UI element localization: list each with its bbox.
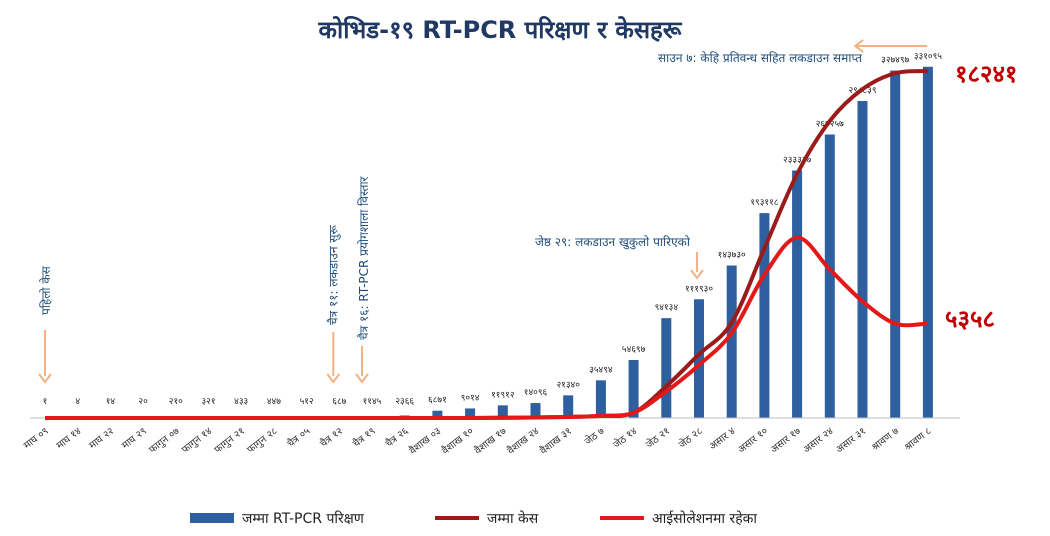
bar-data-label: ५४६९७ [622,345,646,355]
bar-data-label: ४ [75,397,80,407]
end-label-total-cases: १८२४१ [955,60,1017,88]
bar-data-label: २१३४० [556,380,580,390]
bar [628,359,639,418]
bar [792,170,803,418]
bar-data-label: ५१२ [300,397,314,407]
legend-item-tests-swatch [190,513,234,523]
annotation-first-case: पहिलो केस [39,265,53,315]
bar-data-label: १४३७३० [718,251,746,261]
chart-title: कोभिड-१९ RT-PCR परिक्षण र केसहरू [318,16,683,44]
x-tick-label: फागुन २८ [245,426,279,456]
x-tick-label: माघ १४ [55,426,84,452]
bar-data-label: ९४१३४ [655,303,679,313]
arrow-lockdown-end-head [853,39,864,53]
bar-data-label: ६८७ [332,397,346,407]
x-tick-group: माघ ०९ माघ १४ माघ २२ माघ २९फागुन ०७फागुन १४… [22,425,934,457]
line-group [45,69,929,421]
x-tick-label: वैशाख २४ [505,425,541,457]
annotation-group: पहिलो केस चैत्र ११: लकडाउन सुरू चैत्र १६: … [38,39,928,384]
x-tick-label: वैशाख ०३ [407,425,443,457]
bar [726,265,737,418]
bar [465,408,476,418]
x-tick-label: जेठ १४ [611,425,640,451]
x-tick-label: चैत्र १९ [350,425,377,450]
x-tick-label: असार २४ [802,426,836,456]
x-tick-label: असार १० [736,426,770,456]
bar-data-label: २१० [169,397,183,407]
x-tick-label: फागुन १४ [180,426,214,456]
x-tick-label: श्रावण ८ [903,426,934,454]
bar-data-label: २३६६ [395,397,414,407]
bar [857,100,868,419]
arrow-lab-expansion-head [355,373,369,384]
bar-data-label: ३२७४९७ [881,56,909,66]
bar-data-label: ४४७ [267,397,281,407]
bar [694,299,704,418]
bar-data-label: ४३३ [234,397,248,407]
bar-data-label: १४०९६ [524,388,548,398]
bar [432,410,443,418]
x-tick-label: जेठ ७ [582,425,606,448]
line-isolation [45,235,929,421]
annotation-lockdown-end: साउन ७: केहि प्रतिवन्ध सहित लकडाउन समाप्… [658,51,863,65]
legend-item-isolation-label: आईसोलेशनमा रहेका [652,510,757,527]
bar-data-label: ९०१४ [461,393,480,403]
bar [890,70,901,419]
x-tick-label: फागुन ०७ [147,426,181,456]
bar-data-label: ११४५ [363,397,382,407]
annotation-lab-expansion: चैत्र १६: RT-PCR प्रयोगशाला विस्तार [357,175,371,340]
arrow-lockdown-eased-head [690,269,704,280]
bar-data-label: ३२१ [201,397,215,407]
x-tick-label: असार १७ [769,426,803,456]
bar [759,213,770,418]
bar [563,395,574,418]
x-tick-label: जेठ २८ [676,425,705,451]
bar [595,380,606,418]
arrow-lockdown-start-head [326,373,341,384]
x-tick-label: वैशाख १० [440,425,476,457]
bar-label-group: १ ४ १४ २० २१० ३२१ ४३३ ४४७ ५१२ ६८७ ११४५ २३६६ ६८७१ ९०१४… [43,52,943,407]
bar-data-label: २६७२५७ [816,119,844,129]
x-tick-label: फागुन २१ [213,426,247,456]
bar-data-label: ३५४९४ [589,365,613,375]
bar-data-label: १११९३० [685,284,713,294]
legend: जम्मा RT-PCR परिक्षण जम्मा केस आईसोलेशनमा … [190,510,757,527]
x-tick-label: चैत्र ०५ [285,425,312,450]
bar-data-label: २० [138,397,148,407]
x-tick-label: चैत्र १२ [318,425,345,450]
annotation-lockdown-eased: जेष्ठ २९: लकडाउन खुकुलो पारिएको [535,235,691,250]
x-tick-label: जेठ २१ [644,425,673,451]
bar-group [40,66,933,419]
bar [824,134,835,418]
end-label-isolation: ५३५८ [945,305,995,333]
x-tick-label: असार ३१ [834,426,868,456]
bar-data-label: ३३१०९५ [914,52,942,62]
x-tick-label: चैत्र २६ [383,425,410,450]
x-tick-label: माघ २२ [87,426,116,452]
bar-data-label: १ [43,397,48,407]
bar [530,403,541,418]
annotation-lockdown-start: चैत्र ११: लकडाउन सुरू [326,225,341,325]
bar [497,405,508,418]
x-tick-label: वैशाख १७ [472,425,508,457]
legend-item-total-cases-label: जम्मा केस [487,510,539,527]
bar-data-label: १४ [106,397,116,407]
bar-data-label: ६८७१ [428,396,447,406]
x-tick-label: माघ २९ [120,426,149,452]
x-tick-label: असार ४ [708,426,738,453]
bar-data-label: २३३३२७ [783,155,811,165]
x-tick-label: वैशाख ३१ [538,425,574,457]
bar-data-label: ११९१२ [491,390,515,400]
x-tick-label: श्रावण ७ [870,426,901,454]
bar-data-label: १९३११८ [750,198,778,208]
arrow-first-case-head [38,373,52,384]
bar [661,318,672,418]
bar [922,66,933,418]
x-tick-label: माघ ०९ [22,426,51,452]
legend-item-tests-label: जम्मा RT-PCR परिक्षण [242,510,365,527]
